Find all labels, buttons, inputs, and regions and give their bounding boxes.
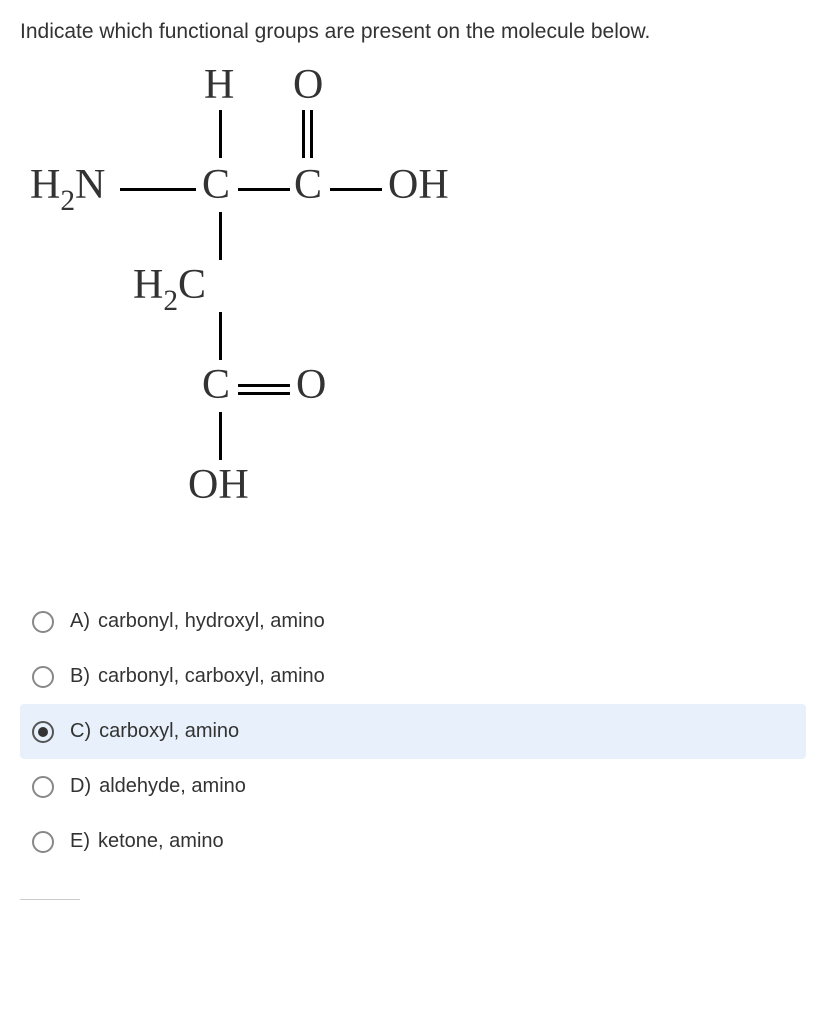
bond-v-h2c-c — [219, 312, 222, 360]
atom-c1: C — [202, 164, 230, 206]
option-text: carbonyl, hydroxyl, amino — [98, 610, 325, 633]
atom-h2c: H2C — [133, 264, 206, 314]
option-letter: A) — [70, 610, 90, 633]
atom-o-top: O — [293, 64, 323, 106]
option-e[interactable]: E) ketone, amino — [20, 814, 806, 869]
radio-icon[interactable] — [32, 611, 54, 633]
atom-c2: C — [294, 164, 322, 206]
option-a[interactable]: A) carbonyl, hydroxyl, amino — [20, 594, 806, 649]
option-text: ketone, amino — [98, 830, 224, 853]
option-b[interactable]: B) carbonyl, carboxyl, amino — [20, 649, 806, 704]
option-text: carbonyl, carboxyl, amino — [98, 665, 325, 688]
h2n-h: H — [30, 162, 60, 208]
h2c-h: H — [133, 262, 163, 308]
option-letter: E) — [70, 830, 90, 853]
option-text: aldehyde, amino — [99, 775, 246, 798]
h2c-sub: 2 — [163, 285, 178, 317]
radio-icon[interactable] — [32, 721, 54, 743]
bond-h-n-c — [120, 188, 196, 191]
option-c[interactable]: C) carboxyl, amino — [20, 704, 806, 759]
option-letter: C) — [70, 720, 91, 743]
atom-oh-bottom: OH — [188, 464, 249, 506]
h2n-n: N — [75, 162, 105, 208]
radio-icon[interactable] — [32, 776, 54, 798]
bond-h-c-c — [238, 188, 290, 191]
atom-o-right: O — [296, 364, 326, 406]
bond-v-c-h2c — [219, 212, 222, 260]
atom-c3: C — [202, 364, 230, 406]
option-text: carboxyl, amino — [99, 720, 239, 743]
molecule-structure: H O H2N C C OH H2C C O OH — [30, 64, 806, 544]
question-prompt: Indicate which functional groups are pre… — [20, 20, 806, 44]
atom-h-top: H — [204, 64, 234, 106]
options-list: A) carbonyl, hydroxyl, amino B) carbonyl, c… — [20, 594, 806, 869]
radio-icon[interactable] — [32, 831, 54, 853]
h2n-sub: 2 — [60, 185, 75, 217]
atom-h2n: H2N — [30, 164, 105, 214]
radio-icon[interactable] — [32, 666, 54, 688]
bottom-divider — [20, 899, 80, 900]
option-letter: D) — [70, 775, 91, 798]
bond-v-c-oh — [219, 412, 222, 460]
bond-v-h-c — [219, 110, 222, 158]
atom-oh-right: OH — [388, 164, 449, 206]
h2c-c: C — [178, 262, 206, 308]
option-letter: B) — [70, 665, 90, 688]
bond-h-c-oh — [330, 188, 382, 191]
option-d[interactable]: D) aldehyde, amino — [20, 759, 806, 814]
